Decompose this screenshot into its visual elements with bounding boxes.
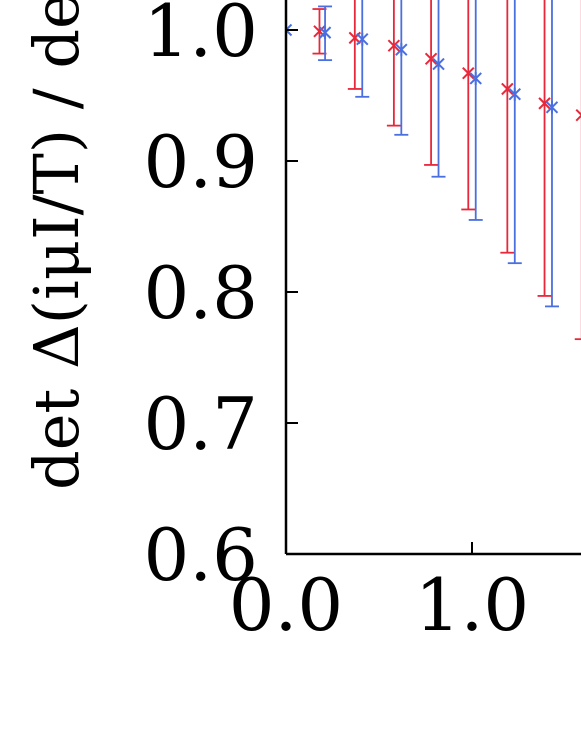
ticks-layer: 0.6 0.7 0.8 0.9 1.0 0.0 1.0 bbox=[143, 0, 529, 647]
data-point-stroke bbox=[387, 39, 401, 52]
series-0 bbox=[312, 0, 581, 341]
y-tick-label: 0.7 bbox=[143, 382, 258, 466]
data-point-stroke bbox=[501, 82, 514, 96]
data-point-stroke bbox=[424, 52, 438, 66]
data-point bbox=[575, 108, 581, 116]
series-1 bbox=[286, 0, 559, 308]
y-axis-label: det Δ(iμI/T) / de bbox=[20, 0, 93, 490]
axes-layer bbox=[284, 0, 581, 556]
data-point-stroke bbox=[313, 25, 326, 38]
data-point bbox=[286, 28, 293, 37]
y-tick-label: 1.0 bbox=[143, 0, 258, 73]
y-tick-label: 0.8 bbox=[143, 251, 258, 335]
y-tick-label: 0.9 bbox=[143, 120, 258, 204]
y-tick-label: 0.6 bbox=[143, 513, 258, 597]
x-tick-label: 0.0 bbox=[229, 563, 344, 647]
data-point-stroke bbox=[575, 114, 581, 122]
series-layer bbox=[286, 0, 581, 341]
x-tick-label: 1.0 bbox=[415, 563, 530, 647]
data-point-stroke bbox=[538, 97, 551, 110]
data-point-stroke bbox=[286, 23, 293, 32]
data-point-stroke bbox=[462, 67, 475, 80]
